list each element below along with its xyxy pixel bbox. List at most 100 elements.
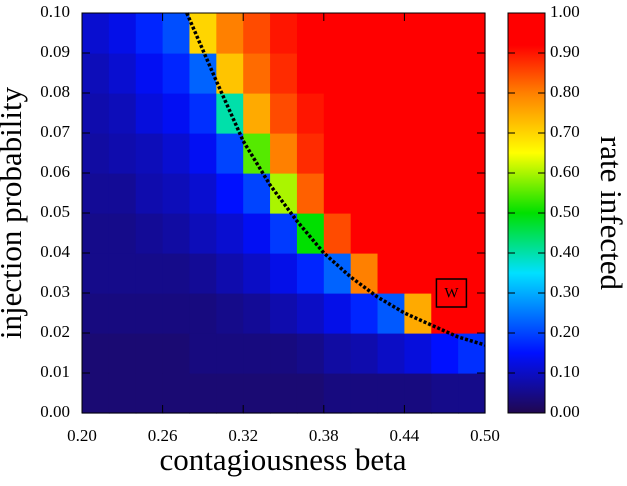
heat-cell	[270, 133, 298, 174]
heat-cell	[216, 213, 244, 254]
y-tick-label: 0.00	[40, 402, 70, 421]
heat-cell	[296, 173, 325, 214]
y-tick-label: 0.05	[40, 202, 70, 221]
heat-cell	[404, 53, 432, 94]
heat-cell	[243, 93, 271, 134]
heat-cell	[162, 333, 191, 374]
heat-cell	[162, 93, 191, 134]
colorbar-tick-label: 0.60	[550, 162, 580, 181]
heat-cell	[350, 133, 379, 174]
heat-cell	[216, 333, 244, 374]
heat-cell	[82, 333, 110, 374]
heat-cell	[108, 213, 137, 254]
heat-cell	[458, 213, 486, 254]
heat-cell	[323, 53, 352, 94]
heat-cell	[189, 133, 217, 174]
heat-cell	[189, 333, 217, 374]
y-tick-label: 0.04	[40, 242, 70, 261]
annotation-text: W	[444, 285, 459, 301]
heat-cell	[82, 173, 110, 214]
heat-cell	[135, 333, 164, 374]
heat-cell	[108, 373, 137, 414]
x-axis-label: contagiousness beta	[159, 442, 406, 477]
colorbar-tick-label: 0.00	[550, 402, 580, 421]
heat-cell	[162, 373, 191, 414]
heat-cell	[243, 373, 271, 414]
heat-cell	[216, 13, 244, 54]
heat-cell	[108, 53, 137, 94]
heat-cell	[323, 373, 352, 414]
heat-cell	[189, 173, 217, 214]
y-tick-label: 0.03	[40, 282, 70, 301]
heat-cell	[82, 373, 110, 414]
heat-cell	[135, 53, 164, 94]
heat-cell	[135, 133, 164, 174]
heat-cell	[431, 13, 459, 54]
heat-cell	[377, 133, 405, 174]
heat-cell	[162, 173, 191, 214]
heat-cell	[135, 173, 164, 214]
heat-cell	[296, 13, 325, 54]
heat-cell	[404, 213, 432, 254]
heat-cell	[323, 213, 352, 254]
critical-line	[185, 12, 486, 347]
y-tick-label: 0.07	[40, 122, 70, 141]
heat-cell	[296, 333, 325, 374]
heat-cell	[296, 253, 325, 294]
heat-cell	[431, 133, 459, 174]
heat-cell	[243, 333, 271, 374]
heat-cell	[270, 93, 298, 134]
heat-cell	[108, 13, 137, 54]
colorbar-tick-label: 0.90	[550, 42, 580, 61]
heat-cell	[216, 373, 244, 414]
colorbar-tick-label: 1.00	[550, 2, 580, 21]
heat-cell	[243, 53, 271, 94]
colorbar-tick-label: 0.50	[550, 202, 580, 221]
heat-cell	[108, 93, 137, 134]
heat-cell	[323, 93, 352, 134]
heat-cell	[431, 93, 459, 134]
y-tick-label: 0.10	[40, 2, 70, 21]
heat-cell	[404, 133, 432, 174]
heat-cell	[135, 93, 164, 134]
heat-cell	[270, 293, 298, 334]
heat-cell	[350, 53, 379, 94]
heat-cell	[458, 173, 486, 214]
heat-cell	[377, 13, 405, 54]
heat-cell	[296, 53, 325, 94]
heat-cell	[377, 373, 405, 414]
heat-cell	[296, 373, 325, 414]
heat-cell	[296, 293, 325, 334]
heat-cell	[243, 133, 271, 174]
heat-cell	[135, 13, 164, 54]
heat-cell	[404, 13, 432, 54]
heat-cell	[270, 333, 298, 374]
x-tick-label: 0.26	[148, 426, 178, 445]
heat-cell	[377, 53, 405, 94]
heat-cell	[189, 373, 217, 414]
heat-cell	[350, 93, 379, 134]
heat-cell	[189, 93, 217, 134]
y-axis-label: injection probability	[0, 86, 28, 339]
colorbar-tick-label: 0.70	[550, 122, 580, 141]
heat-cell	[404, 373, 432, 414]
heat-cell	[458, 373, 486, 414]
heat-cell	[82, 53, 110, 94]
heat-cell	[404, 93, 432, 134]
heat-cell	[431, 213, 459, 254]
heat-cell	[458, 13, 486, 54]
heat-cell	[431, 173, 459, 214]
heat-cell	[243, 253, 271, 294]
heat-cell	[108, 333, 137, 374]
heat-cell	[243, 213, 271, 254]
heat-cell	[377, 93, 405, 134]
heat-cell	[350, 373, 379, 414]
heat-cell	[323, 13, 352, 54]
heat-cell	[404, 253, 432, 294]
heat-cell	[162, 13, 191, 54]
heat-cell	[216, 133, 244, 174]
y-tick-label: 0.08	[40, 82, 70, 101]
heat-cell	[377, 293, 405, 334]
heat-cell	[377, 253, 405, 294]
